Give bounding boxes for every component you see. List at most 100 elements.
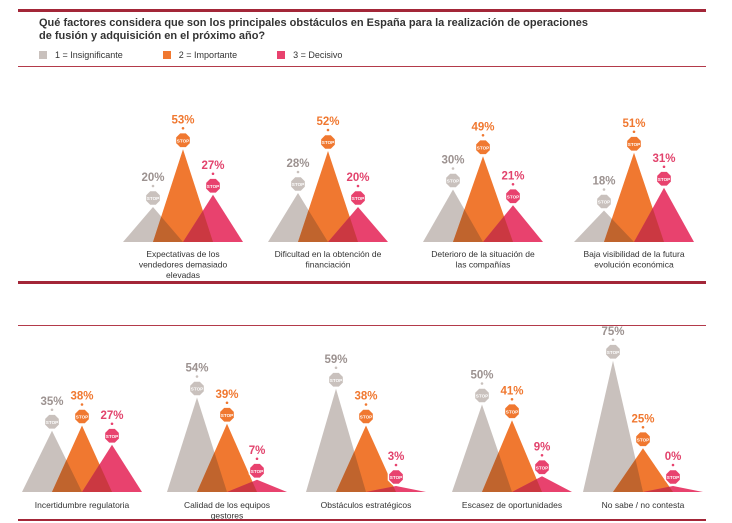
category-label: elevadas	[166, 270, 200, 280]
stop-sign-label: STOP	[292, 182, 304, 187]
stop-sign-icon: STOP	[103, 422, 121, 445]
stop-sign-label: STOP	[628, 142, 640, 147]
stop-sign-dot	[641, 425, 645, 429]
category-label: Obstáculos estratégicos	[321, 500, 412, 510]
peak-overlap	[82, 464, 112, 492]
peak-overlap	[483, 216, 513, 242]
value-label: 38%	[70, 391, 93, 403]
stop-sign-icon: STOP	[218, 401, 236, 424]
value-label: 53%	[171, 114, 194, 126]
peak-overlap	[453, 209, 483, 242]
chart-group: STOP 75% STOP 25% STOP 0% No sabe / no contest…	[583, 326, 703, 510]
stop-sign-dot	[255, 457, 259, 461]
value-label: 28%	[286, 158, 309, 170]
peak-overlap	[512, 479, 542, 492]
peak-overlap	[183, 210, 213, 242]
stop-sign-dot	[211, 172, 215, 176]
stop-sign-label: STOP	[147, 196, 159, 201]
category-label: Dificultad en la obtención de	[275, 249, 382, 259]
stop-sign-dot	[451, 167, 455, 170]
bottom-rule	[18, 519, 706, 521]
value-label: 49%	[471, 121, 494, 133]
stop-sign-label: STOP	[476, 394, 488, 399]
stop-sign-label: STOP	[177, 138, 189, 143]
stop-sign-face	[666, 470, 680, 484]
stop-sign-icon: STOP	[349, 184, 367, 207]
stop-sign-icon: STOP	[634, 425, 652, 448]
stop-sign-dot	[671, 463, 675, 467]
stop-sign-face	[75, 409, 89, 424]
value-label: 75%	[601, 326, 624, 338]
peak-overlap	[613, 459, 643, 492]
stop-sign-face	[220, 407, 234, 422]
stop-sign-face	[446, 173, 460, 188]
stop-sign-icon: STOP	[604, 338, 622, 361]
stop-sign-face	[535, 460, 549, 475]
stop-sign-face	[636, 432, 650, 447]
stop-sign-icon: STOP	[474, 133, 492, 156]
stop-sign-icon: STOP	[319, 128, 337, 151]
value-label: 52%	[316, 116, 339, 128]
stop-sign-icon: STOP	[188, 375, 206, 397]
stop-sign-dot	[225, 401, 229, 405]
value-label: 0%	[665, 451, 682, 463]
category-label: vendedores demasiado	[139, 260, 228, 270]
stop-sign-icon: STOP	[387, 463, 405, 486]
stop-sign-face	[45, 414, 59, 429]
section-rule	[18, 325, 706, 326]
peak-overlap	[153, 216, 183, 242]
stop-sign-face	[657, 171, 671, 186]
stop-sign-icon: STOP	[444, 167, 462, 189]
stop-sign-icon: STOP	[73, 403, 91, 425]
stop-sign-label: STOP	[506, 409, 518, 414]
value-label: 59%	[324, 354, 347, 366]
stop-sign-label: STOP	[221, 413, 233, 418]
legend-swatch-grey	[39, 51, 47, 59]
value-label: 41%	[500, 385, 523, 397]
stop-sign-dot	[662, 165, 666, 169]
value-label: 27%	[201, 160, 224, 172]
stop-sign-dot	[80, 403, 84, 406]
value-label: 35%	[40, 396, 63, 408]
stop-sign-icon: STOP	[43, 408, 61, 431]
stop-sign-face	[351, 191, 365, 205]
stop-sign-label: STOP	[637, 437, 649, 442]
value-label: 51%	[622, 118, 645, 130]
stop-sign-dot	[540, 453, 544, 457]
legend-label: 3 = Decisivo	[293, 50, 343, 60]
stop-sign-face	[389, 470, 403, 484]
chart-title: Qué factores considera que son los princ…	[39, 17, 588, 42]
stop-sign-dot	[356, 184, 360, 188]
legend: 1 = Insignificante 2 = Importante 3 = De…	[39, 50, 382, 60]
stop-sign-label: STOP	[536, 465, 548, 470]
value-label: 54%	[185, 363, 208, 375]
value-label: 20%	[346, 172, 369, 184]
stop-sign-face	[321, 135, 335, 149]
stop-sign-dot	[334, 366, 338, 370]
value-label: 21%	[501, 170, 524, 182]
chart-group: STOP 35% STOP 38% STOP 27% Incertidumbre regul…	[22, 391, 142, 510]
value-label: 30%	[441, 155, 464, 167]
stop-sign-icon: STOP	[357, 403, 375, 425]
peak-overlap	[52, 460, 82, 492]
data-peak	[583, 360, 643, 492]
stop-sign-face	[475, 388, 489, 403]
value-label: 3%	[388, 451, 405, 463]
stop-sign-icon: STOP	[655, 165, 673, 188]
stop-sign-icon: STOP	[595, 188, 613, 210]
chart-group: STOP 28% STOP 52% STOP 20% Dificultad en la ob…	[268, 116, 388, 270]
peak-overlap	[482, 452, 512, 492]
chart-group: STOP 59% STOP 38% STOP 3% Obstáculos estratégi…	[306, 354, 426, 510]
stop-sign-icon: STOP	[174, 126, 192, 149]
stop-sign-face	[291, 177, 305, 191]
legend-rule	[18, 66, 706, 67]
stop-sign-icon: STOP	[533, 453, 551, 476]
category-label: Expectativas de los	[146, 249, 219, 259]
category-label: las compañías	[456, 260, 511, 270]
stop-sign-face	[190, 381, 204, 396]
stop-sign-label: STOP	[658, 177, 670, 182]
chart-group: STOP 30% STOP 49% STOP 21% Deterioro de la sit…	[423, 121, 543, 270]
stop-sign-dot	[510, 397, 514, 401]
value-label: 9%	[534, 441, 551, 453]
